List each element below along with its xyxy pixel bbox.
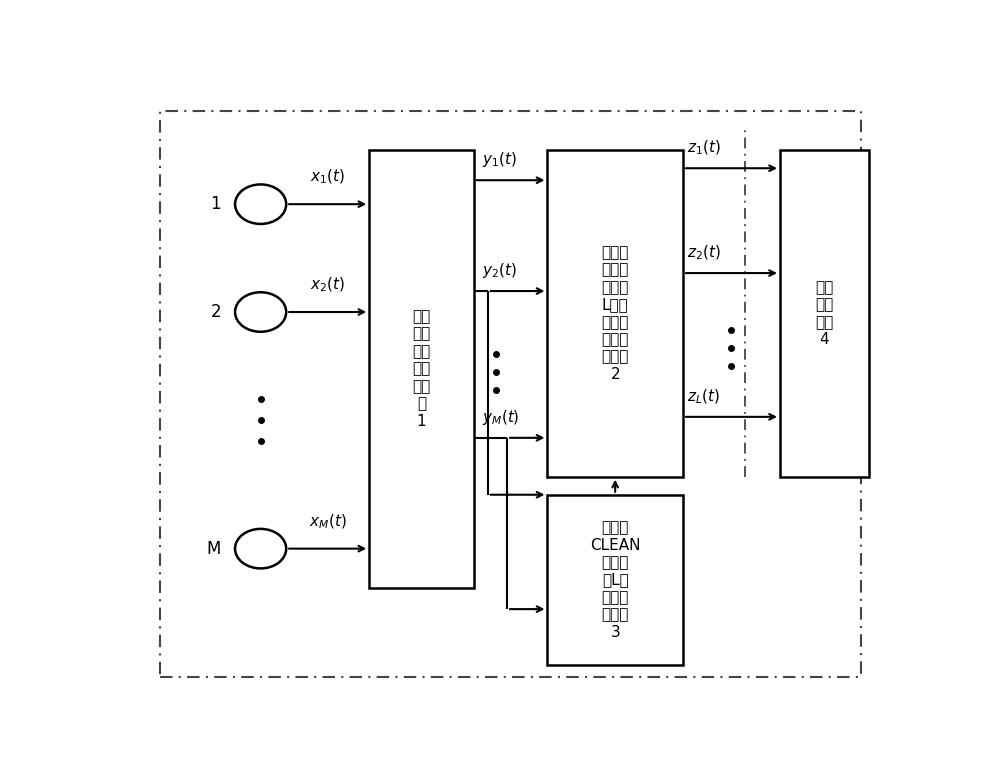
Circle shape: [235, 529, 286, 569]
Text: 根据卫
星来向
估值对
L个卫
星进行
常规波
束形成
2: 根据卫 星来向 估值对 L个卫 星进行 常规波 束形成 2: [602, 245, 629, 382]
Text: $y_1(t)$: $y_1(t)$: [482, 150, 517, 170]
Text: M: M: [207, 540, 221, 558]
Bar: [547, 150, 683, 477]
Text: $z_L(t)$: $z_L(t)$: [687, 387, 720, 406]
Circle shape: [235, 184, 286, 224]
Bar: [547, 495, 683, 665]
Text: $x_M(t)$: $x_M(t)$: [309, 512, 346, 531]
Text: 自相干
CLEAN
算法估
计L个
卫星信
号方向
3: 自相干 CLEAN 算法估 计L个 卫星信 号方向 3: [590, 520, 640, 640]
Text: $y_2(t)$: $y_2(t)$: [482, 261, 517, 280]
Text: $y_M(t)$: $y_M(t)$: [482, 408, 519, 427]
Circle shape: [235, 293, 286, 331]
Text: $z_2(t)$: $z_2(t)$: [687, 244, 721, 262]
Text: 1: 1: [210, 195, 221, 213]
Text: $z_1(t)$: $z_1(t)$: [687, 139, 721, 157]
Text: $x_1(t)$: $x_1(t)$: [310, 168, 345, 186]
Text: 干扰
正交
补空
间投
影矩
阵
1: 干扰 正交 补空 间投 影矩 阵 1: [412, 309, 431, 429]
Text: 捕获
跟踪
定位
4: 捕获 跟踪 定位 4: [815, 280, 834, 347]
Text: $x_2(t)$: $x_2(t)$: [310, 275, 345, 294]
Text: 2: 2: [210, 303, 221, 321]
Bar: [369, 150, 474, 587]
Bar: [780, 150, 869, 477]
